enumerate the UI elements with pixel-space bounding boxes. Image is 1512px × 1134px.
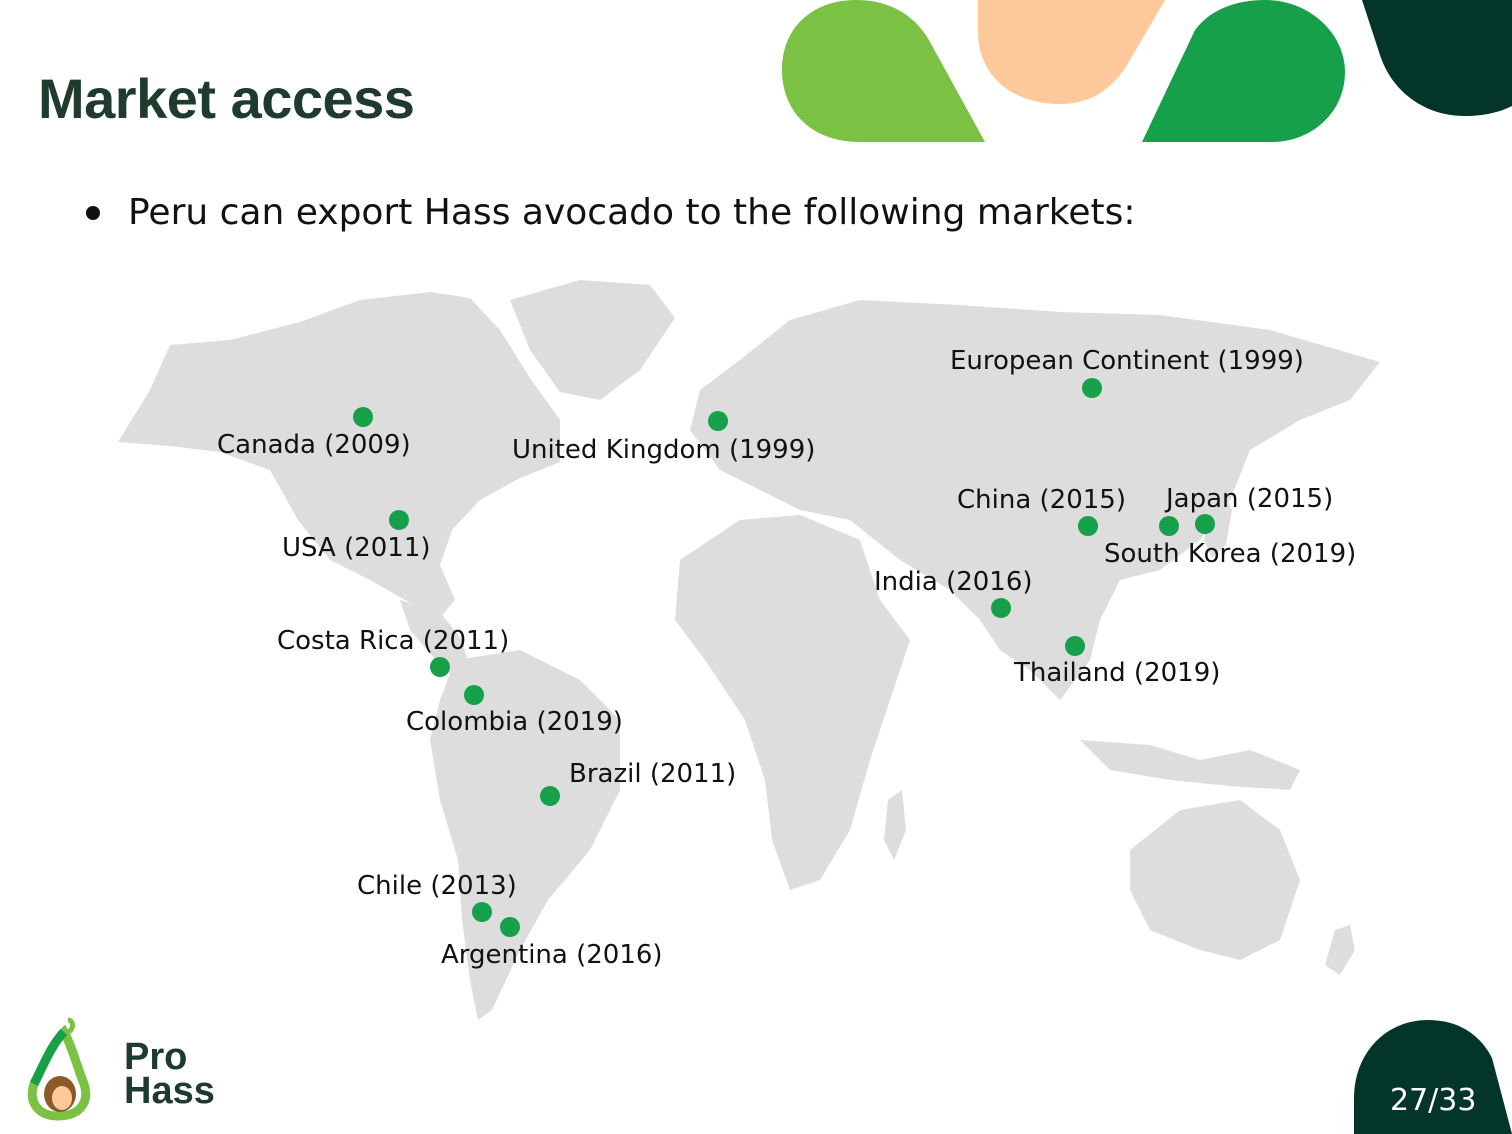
marker-india <box>991 598 1011 618</box>
label-european-continent: European Continent (1999) <box>950 346 1304 376</box>
landmass-central-america <box>400 600 470 676</box>
label-japan: Japan (2015) <box>1166 484 1334 514</box>
marker-japan <box>1195 514 1215 534</box>
label-brazil: Brazil (2011) <box>569 759 737 789</box>
logo-text-hass: Hass <box>124 1070 215 1112</box>
marker-chile <box>472 902 492 922</box>
landmasses <box>118 280 1380 1020</box>
landmass-madagascar <box>884 790 906 860</box>
page-badge <box>1354 1020 1512 1134</box>
marker-south-korea <box>1159 516 1179 536</box>
bullet-text: Peru can export Hass avocado to the foll… <box>128 192 1136 233</box>
label-united-kingdom: United Kingdom (1999) <box>512 435 816 465</box>
landmass-greenland <box>510 280 675 400</box>
logo-text-pro: Pro <box>124 1036 188 1078</box>
landmass-south-america <box>430 650 620 1020</box>
marker-thailand <box>1065 636 1085 656</box>
page-title: Market access <box>38 67 415 130</box>
label-argentina: Argentina (2016) <box>441 940 663 970</box>
landmass-north-america <box>118 292 560 618</box>
avocado-icon <box>27 1017 91 1121</box>
deco-peach-leaf <box>978 0 1165 104</box>
landmass-eurasia <box>690 300 1380 700</box>
landmass-australia <box>1130 800 1300 960</box>
landmass-africa <box>675 515 910 890</box>
label-colombia: Colombia (2019) <box>406 707 623 737</box>
marker-argentina <box>500 917 520 937</box>
bullet-icon <box>86 205 100 220</box>
header-decoration <box>782 0 1512 142</box>
prohass-logo: Pro Hass <box>24 1014 215 1124</box>
label-costa-rica: Costa Rica (2011) <box>277 626 510 656</box>
label-south-korea: South Korea (2019) <box>1104 539 1357 569</box>
label-china: China (2015) <box>957 485 1126 515</box>
deco-dark-leaf <box>1362 0 1512 116</box>
marker-canada <box>353 407 373 427</box>
landmass-new-zealand <box>1325 925 1355 975</box>
marker-china <box>1078 516 1098 536</box>
marker-usa <box>389 510 409 530</box>
deco-green-leaf <box>1142 0 1345 142</box>
marker-costa-rica <box>430 657 450 677</box>
market-markers <box>353 378 1215 937</box>
label-canada: Canada (2009) <box>217 430 411 460</box>
bullet-item: Peru can export Hass avocado to the foll… <box>86 192 1136 233</box>
label-thailand: Thailand (2019) <box>1014 658 1221 688</box>
landmass-japan <box>1204 488 1232 558</box>
label-india: India (2016) <box>874 567 1033 597</box>
label-usa: USA (2011) <box>282 533 431 563</box>
label-chile: Chile (2013) <box>357 871 517 901</box>
marker-united-kingdom <box>708 411 728 431</box>
marker-european-continent <box>1082 378 1102 398</box>
deco-lightgreen-leaf <box>782 0 985 142</box>
page-number: 27/33 <box>1390 1083 1477 1118</box>
marker-colombia <box>464 685 484 705</box>
landmass-indonesia <box>1080 740 1300 790</box>
marker-brazil <box>540 786 560 806</box>
